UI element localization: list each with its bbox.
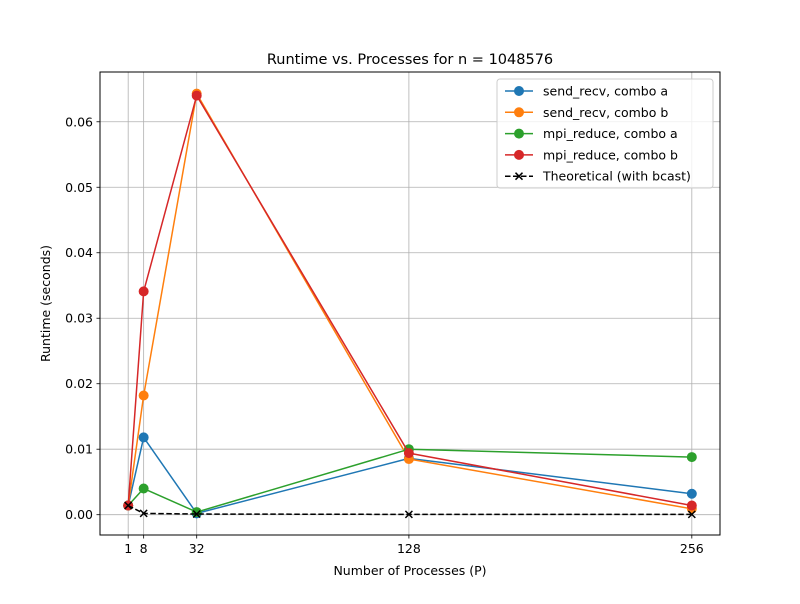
legend-item: send_recv, combo b bbox=[505, 105, 668, 120]
x-tick-label: 256 bbox=[680, 541, 704, 556]
legend-box bbox=[496, 78, 714, 189]
legend-label: Theoretical (with bcast) bbox=[542, 169, 691, 184]
legend-label: send_recv, combo a bbox=[543, 84, 668, 99]
data-point bbox=[191, 90, 202, 101]
x-axis-label: Number of Processes (P) bbox=[333, 563, 486, 578]
legend-item: Theoretical (with bcast) bbox=[505, 169, 691, 184]
legend-item: mpi_reduce, combo b bbox=[505, 147, 678, 162]
legend-item: mpi_reduce, combo a bbox=[505, 126, 678, 141]
y-tick-label: 0.02 bbox=[65, 376, 93, 391]
y-tick-label: 0.04 bbox=[65, 245, 93, 260]
legend-label: send_recv, combo b bbox=[543, 105, 668, 120]
legend-x-marker bbox=[514, 172, 524, 181]
data-point bbox=[686, 500, 697, 511]
legend-point bbox=[514, 86, 524, 96]
data-x-marker bbox=[192, 510, 201, 519]
x-tick-label: 128 bbox=[397, 541, 421, 556]
data-point bbox=[191, 507, 202, 518]
data-point bbox=[138, 390, 149, 401]
x-tick-label: 32 bbox=[189, 541, 205, 556]
data-point bbox=[686, 488, 697, 499]
data-x-marker bbox=[139, 509, 148, 518]
x-tick-label: 1 bbox=[124, 541, 132, 556]
legend-label: mpi_reduce, combo b bbox=[543, 147, 678, 162]
series-layer bbox=[123, 88, 697, 519]
y-tick-label: 0.03 bbox=[65, 311, 93, 326]
legend-point bbox=[514, 149, 524, 160]
data-x-marker bbox=[687, 510, 696, 519]
data-point bbox=[403, 448, 414, 459]
tick-layer: 1 8 32 128 256 0.00 0.01 0.02 0.03 0.04 0.05 0.06 bbox=[65, 114, 704, 556]
data-point bbox=[686, 452, 697, 463]
series-line bbox=[127, 504, 692, 516]
data-point bbox=[138, 286, 149, 297]
legend: send_recv, combo a send_recv, combo b mpi_… bbox=[496, 78, 714, 189]
series-4 bbox=[124, 501, 696, 519]
data-x-marker bbox=[124, 501, 133, 510]
chart-title: Runtime vs. Processes for n = 1048576 bbox=[267, 52, 553, 68]
data-point bbox=[138, 432, 149, 443]
legend-point bbox=[514, 107, 524, 118]
data-point bbox=[138, 483, 149, 494]
x-tick-label: 8 bbox=[140, 541, 148, 556]
y-tick-label: 0.05 bbox=[65, 180, 93, 195]
y-tick-label: 0.00 bbox=[65, 507, 93, 522]
data-x-marker bbox=[404, 510, 413, 519]
legend-item: send_recv, combo a bbox=[505, 84, 668, 99]
plot-frame bbox=[99, 71, 721, 536]
legend-label: mpi_reduce, combo a bbox=[543, 126, 678, 141]
y-tick-label: 0.01 bbox=[65, 442, 93, 457]
y-axis-label: Runtime (seconds) bbox=[38, 245, 53, 362]
legend-point bbox=[514, 128, 524, 139]
y-tick-label: 0.06 bbox=[65, 114, 93, 129]
